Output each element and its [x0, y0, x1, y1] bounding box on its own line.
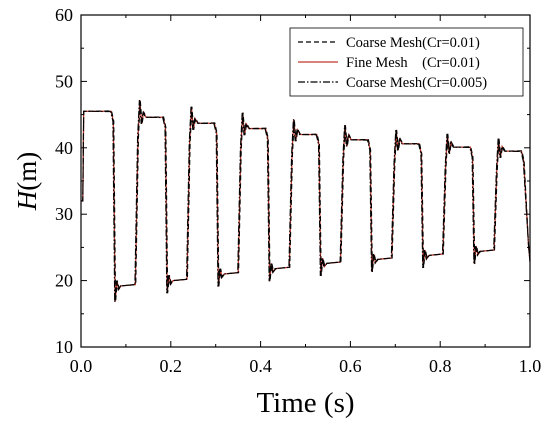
y-tick-label: 20 — [55, 271, 73, 291]
y-axis-unit: (m) — [12, 152, 42, 191]
series-line-1 — [81, 99, 531, 302]
series-line-2 — [81, 99, 531, 302]
y-tick-label: 40 — [55, 138, 73, 158]
y-tick-label: 10 — [55, 337, 73, 357]
series-layer — [81, 99, 531, 302]
y-tick-label: 50 — [55, 71, 73, 91]
x-tick-label: 0.8 — [429, 356, 452, 376]
x-tick-label: 0.2 — [160, 356, 183, 376]
y-tick-label: 60 — [55, 5, 73, 25]
tick-labels: 0.0 0.2 0.4 0.6 0.8 1.0 10 20 30 40 50 60 — [55, 5, 541, 376]
legend: Coarse Mesh(Cr=0.01) Fine Mesh (Cr=0.01)… — [289, 27, 524, 97]
y-axis-title: H(m) — [12, 152, 42, 211]
x-tick-label: 0.0 — [70, 356, 93, 376]
legend-label-fine: Fine Mesh (Cr=0.01) — [346, 55, 480, 71]
x-tick-label: 1.0 — [519, 356, 542, 376]
x-tick-label: 0.6 — [339, 356, 362, 376]
series-line-0 — [81, 99, 531, 302]
x-tick-label: 0.4 — [249, 356, 272, 376]
y-axis-symbol: H — [12, 189, 42, 211]
legend-label-coarse-001: Coarse Mesh(Cr=0.01) — [346, 35, 480, 51]
y-tick-label: 30 — [55, 204, 73, 224]
x-axis-title: Time (s) — [256, 387, 354, 419]
ticks-layer — [80, 14, 531, 348]
legend-label-coarse-0005: Coarse Mesh(Cr=0.005) — [346, 75, 487, 91]
